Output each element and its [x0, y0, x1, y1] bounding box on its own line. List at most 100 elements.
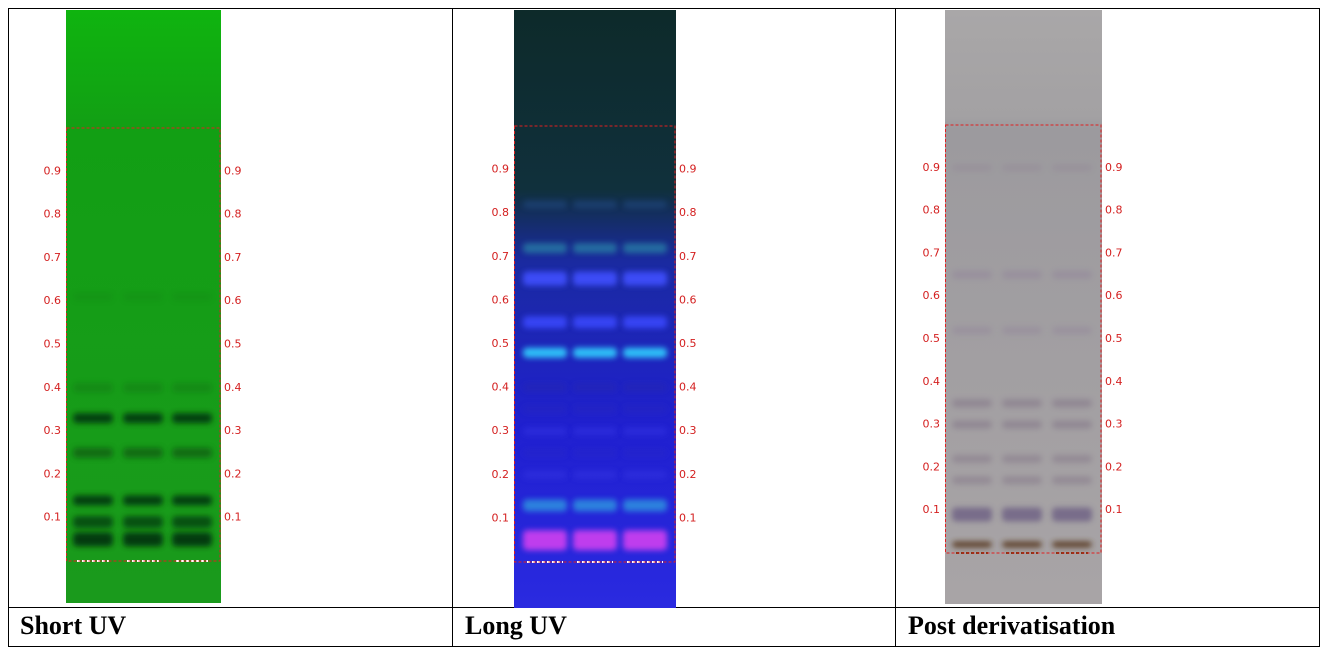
- rf-label: 0.6: [492, 293, 510, 306]
- band: [172, 516, 212, 529]
- band: [1002, 270, 1042, 279]
- rf-label: 0.4: [923, 375, 941, 388]
- rf-label: 0.6: [44, 294, 62, 307]
- band: [123, 413, 163, 424]
- band: [1002, 507, 1042, 522]
- band: [573, 499, 617, 512]
- rf-label: 0.5: [1105, 332, 1123, 345]
- band: [952, 164, 992, 171]
- rf-label: 0.1: [1105, 503, 1123, 516]
- rf-label: 0.2: [1105, 460, 1123, 473]
- band: [952, 541, 992, 548]
- rf-label: 0.6: [923, 289, 941, 302]
- band: [573, 470, 617, 479]
- rf-label: 0.8: [492, 206, 510, 219]
- band: [623, 271, 667, 286]
- band: [1002, 476, 1042, 485]
- band: [172, 413, 212, 424]
- band: [1052, 507, 1092, 522]
- rf-label: 0.1: [679, 511, 697, 524]
- band: [623, 470, 667, 479]
- rf-label: 0.7: [224, 251, 242, 264]
- band: [623, 427, 667, 436]
- band: [623, 499, 667, 512]
- band: [952, 399, 992, 408]
- band: [623, 316, 667, 329]
- band: [123, 495, 163, 506]
- band: [573, 449, 617, 457]
- band: [523, 271, 567, 286]
- band: [952, 454, 992, 463]
- caption: Post derivatisation: [908, 611, 1116, 640]
- rf-label: 0.2: [679, 468, 697, 481]
- rf-label: 0.1: [923, 503, 941, 516]
- rf-label: 0.1: [492, 511, 510, 524]
- band: [523, 405, 567, 414]
- rf-frame: [514, 125, 676, 563]
- band: [623, 530, 667, 551]
- rf-label: 0.2: [44, 467, 62, 480]
- plate: [514, 10, 676, 608]
- band: [952, 420, 992, 429]
- rf-label: 0.3: [679, 424, 697, 437]
- band: [1052, 399, 1092, 408]
- rf-label: 0.3: [492, 424, 510, 437]
- rf-frame: [945, 124, 1102, 554]
- rf-label: 0.6: [1105, 289, 1123, 302]
- band: [172, 532, 212, 547]
- band: [623, 243, 667, 254]
- band: [573, 200, 617, 209]
- rf-label: 0.7: [492, 250, 510, 263]
- caption: Short UV: [20, 611, 126, 640]
- rf-label: 0.4: [44, 381, 62, 394]
- caption: Long UV: [465, 611, 567, 640]
- band: [523, 470, 567, 479]
- band: [1052, 420, 1092, 429]
- band: [1002, 541, 1042, 548]
- band: [73, 516, 113, 529]
- rf-label: 0.9: [923, 161, 941, 174]
- band: [623, 383, 667, 392]
- band: [73, 532, 113, 547]
- band: [952, 326, 992, 335]
- rf-label: 0.7: [679, 250, 697, 263]
- band: [523, 530, 567, 551]
- rf-label: 0.9: [44, 164, 62, 177]
- band: [623, 405, 667, 414]
- rf-label: 0.5: [224, 338, 242, 351]
- band: [73, 382, 113, 393]
- band: [573, 316, 617, 329]
- rf-label: 0.7: [44, 251, 62, 264]
- rf-label: 0.1: [44, 511, 62, 524]
- band: [623, 449, 667, 457]
- band: [573, 427, 617, 436]
- band: [1002, 420, 1042, 429]
- rf-label: 0.6: [679, 293, 697, 306]
- rf-label: 0.8: [1105, 204, 1123, 217]
- band: [123, 382, 163, 393]
- band: [523, 316, 567, 329]
- rf-label: 0.4: [492, 381, 510, 394]
- band: [172, 495, 212, 506]
- rf-label: 0.8: [224, 208, 242, 221]
- plate: [945, 10, 1102, 604]
- band: [73, 447, 113, 458]
- rf-frame: [66, 127, 221, 562]
- band: [1002, 326, 1042, 335]
- band: [123, 292, 163, 301]
- rf-label: 0.9: [1105, 161, 1123, 174]
- plate: [66, 10, 221, 603]
- band: [523, 427, 567, 436]
- rf-label: 0.9: [224, 164, 242, 177]
- rf-label: 0.5: [679, 337, 697, 350]
- band: [573, 405, 617, 414]
- band: [523, 347, 567, 358]
- band: [952, 507, 992, 522]
- rf-label: 0.6: [224, 294, 242, 307]
- rf-label: 0.2: [923, 460, 941, 473]
- band: [523, 200, 567, 209]
- band: [172, 447, 212, 458]
- band: [1002, 164, 1042, 171]
- band: [1002, 454, 1042, 463]
